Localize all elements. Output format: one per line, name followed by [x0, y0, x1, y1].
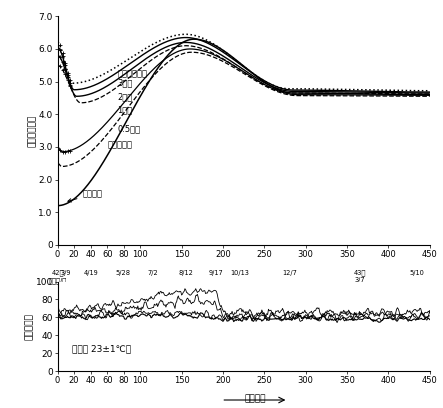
Text: 2時間: 2時間: [117, 93, 132, 102]
Text: 8/12: 8/12: [179, 270, 193, 276]
Text: 経過日数: 経過日数: [244, 395, 265, 404]
Text: 5/10: 5/10: [410, 270, 425, 276]
Text: 4/19: 4/19: [84, 270, 99, 276]
Text: 1時間: 1時間: [117, 106, 132, 115]
Text: 10/13: 10/13: [230, 270, 249, 276]
Text: 7/2: 7/2: [148, 270, 158, 276]
Text: （温度 23±1℃）: （温度 23±1℃）: [73, 344, 132, 354]
Text: 常温水中: 常温水中: [68, 190, 102, 202]
Text: 大気中放置: 大気中放置: [107, 141, 132, 150]
Text: 43年
3/7: 43年 3/7: [353, 270, 365, 284]
Text: 3/9: 3/9: [61, 270, 71, 276]
Y-axis label: 湿度（％）: 湿度（％）: [25, 313, 34, 340]
Y-axis label: 吸水率（％）: 吸水率（％）: [28, 114, 37, 147]
Text: ふっとう水中
3時間: ふっとう水中 3時間: [117, 69, 147, 88]
Text: 5/28: 5/28: [116, 270, 130, 276]
Text: 42年
浸測月/日: 42年 浸測月/日: [48, 270, 67, 284]
Text: 12/7: 12/7: [283, 270, 297, 276]
Text: 0.5時間: 0.5時間: [117, 124, 140, 133]
Text: 9/17: 9/17: [208, 270, 223, 276]
Text: 経過日数: 経過日数: [244, 288, 265, 297]
